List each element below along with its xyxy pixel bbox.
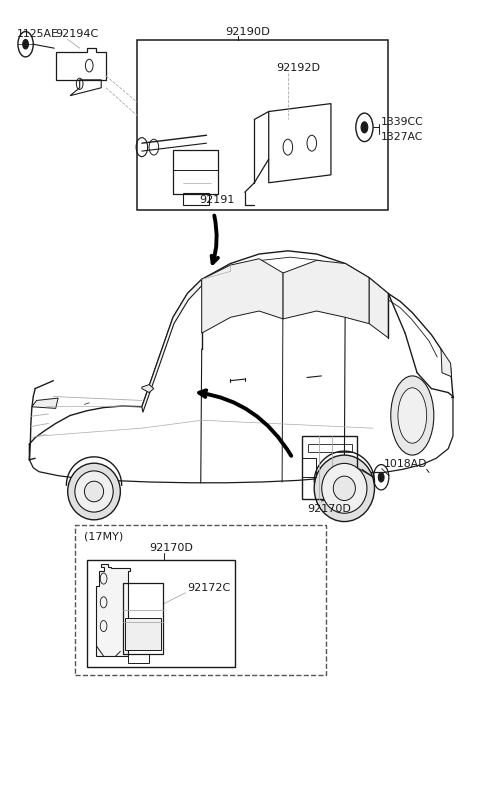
Bar (123, 583, 163, 653)
Polygon shape (142, 385, 154, 393)
Ellipse shape (322, 463, 367, 513)
Ellipse shape (68, 463, 120, 519)
Bar (128, 653, 149, 663)
Text: 1018AD: 1018AD (384, 459, 427, 469)
Ellipse shape (333, 476, 355, 500)
Bar (125, 619, 161, 649)
Text: 92170D: 92170D (149, 543, 193, 554)
Circle shape (23, 40, 28, 49)
Polygon shape (32, 398, 58, 408)
FancyArrowPatch shape (199, 390, 291, 456)
Polygon shape (369, 278, 388, 338)
Text: 92192D: 92192D (276, 63, 320, 73)
Bar (308, 444, 352, 452)
Bar (75, 525, 326, 675)
Text: 1125AE: 1125AE (17, 29, 59, 39)
Ellipse shape (314, 455, 374, 522)
Text: 1327AC: 1327AC (381, 132, 423, 142)
Bar (87, 561, 235, 667)
Text: 92194C: 92194C (56, 29, 99, 39)
Bar (182, 193, 209, 205)
Bar (302, 436, 357, 500)
Circle shape (378, 473, 384, 482)
Text: 92191: 92191 (199, 195, 235, 205)
Polygon shape (96, 565, 130, 656)
Bar (173, 170, 218, 193)
Bar (173, 151, 218, 193)
Polygon shape (142, 279, 202, 412)
Circle shape (361, 122, 368, 133)
Text: 92172C: 92172C (187, 583, 230, 593)
Polygon shape (441, 349, 452, 377)
Bar (302, 458, 316, 477)
Text: 92190D: 92190D (226, 28, 271, 37)
Polygon shape (283, 260, 369, 324)
Ellipse shape (75, 471, 113, 512)
Text: 1339CC: 1339CC (381, 117, 424, 127)
Bar (137, 40, 388, 210)
Text: (17MY): (17MY) (84, 531, 124, 542)
Ellipse shape (398, 388, 427, 443)
Text: 92170D: 92170D (307, 504, 351, 514)
Ellipse shape (391, 376, 434, 455)
FancyArrowPatch shape (212, 216, 218, 263)
Ellipse shape (84, 481, 104, 502)
Polygon shape (202, 259, 283, 333)
